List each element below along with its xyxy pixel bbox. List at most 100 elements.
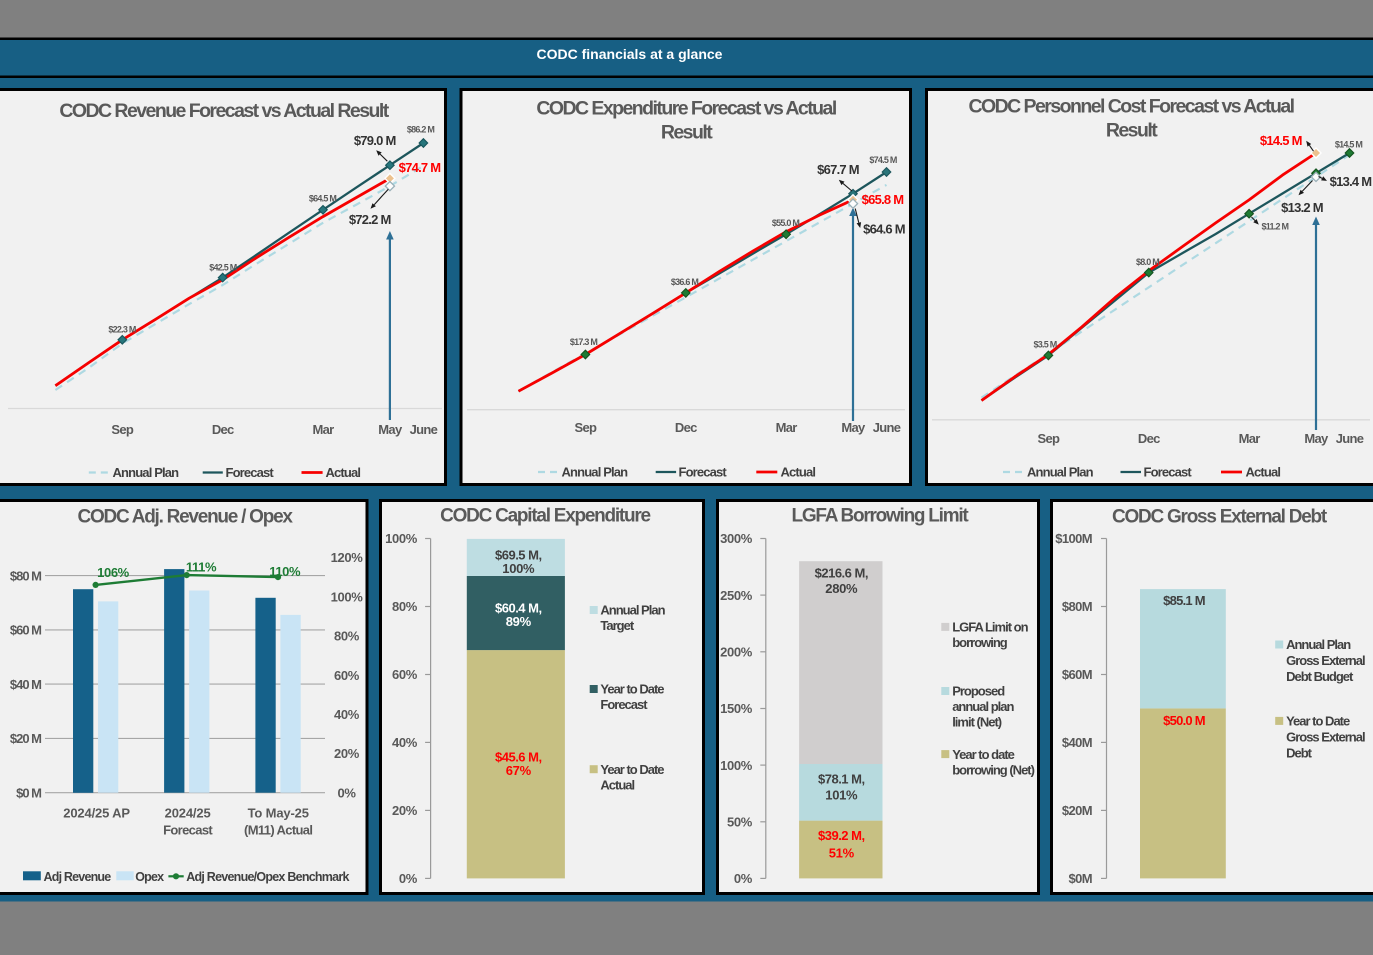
svg-text:$55.0 M: $55.0 M: [772, 218, 800, 228]
svg-text:$40 M: $40 M: [10, 677, 41, 692]
svg-text:$85.1 M: $85.1 M: [1163, 593, 1205, 608]
svg-text:CODC Expenditure Forecast vs A: CODC Expenditure Forecast vs Actual: [536, 98, 837, 120]
svg-text:100%: 100%: [502, 561, 535, 576]
svg-text:Gross External: Gross External: [1286, 653, 1365, 668]
svg-text:Target: Target: [600, 618, 634, 633]
svg-text:100%: 100%: [331, 589, 364, 604]
svg-text:$22.3 M: $22.3 M: [108, 325, 136, 335]
svg-text:$86.2 M: $86.2 M: [407, 125, 435, 135]
svg-text:$80 M: $80 M: [10, 568, 41, 583]
svg-text:Dec: Dec: [212, 422, 234, 437]
svg-text:$64.5 M: $64.5 M: [309, 194, 337, 204]
svg-text:(M11) Actual: (M11) Actual: [244, 823, 312, 838]
svg-text:$0 M: $0 M: [16, 785, 41, 800]
svg-text:CODC Revenue Forecast vs Actua: CODC Revenue Forecast vs Actual Result: [59, 100, 389, 122]
svg-text:0%: 0%: [734, 871, 753, 886]
svg-text:Year to Date: Year to Date: [1286, 714, 1350, 729]
svg-text:CODC financials at a glance: CODC financials at a glance: [537, 46, 723, 62]
svg-text:$80M: $80M: [1062, 599, 1092, 614]
svg-text:101%: 101%: [825, 787, 858, 802]
svg-text:Mar: Mar: [776, 420, 798, 435]
svg-text:LGFA Borrowing Limit: LGFA Borrowing Limit: [792, 505, 970, 526]
svg-text:Forecast: Forecast: [679, 465, 728, 480]
svg-text:$39.2 M,: $39.2 M,: [818, 828, 865, 843]
svg-text:$100M: $100M: [1055, 531, 1092, 546]
svg-text:$216.6 M,: $216.6 M,: [815, 566, 868, 581]
svg-text:June: June: [873, 420, 901, 435]
svg-text:$64.6 M: $64.6 M: [863, 221, 905, 236]
svg-text:120%: 120%: [331, 550, 364, 565]
svg-text:$0M: $0M: [1069, 871, 1093, 886]
svg-text:Gross External: Gross External: [1286, 730, 1365, 745]
svg-text:$45.6 M,: $45.6 M,: [495, 750, 542, 765]
svg-text:80%: 80%: [334, 629, 360, 644]
svg-text:106%: 106%: [97, 565, 129, 580]
svg-text:borrowing: borrowing: [952, 635, 1008, 650]
svg-text:annual plan: annual plan: [952, 699, 1014, 714]
svg-text:$60 M: $60 M: [10, 623, 41, 638]
svg-text:100%: 100%: [385, 531, 418, 546]
svg-text:Forecast: Forecast: [600, 697, 648, 712]
svg-text:$13.2 M: $13.2 M: [1281, 200, 1323, 215]
svg-text:June: June: [410, 422, 438, 437]
svg-text:Debt Budget: Debt Budget: [1286, 669, 1354, 684]
svg-text:60%: 60%: [334, 668, 360, 683]
svg-text:Year to Date: Year to Date: [600, 682, 664, 697]
svg-text:111%: 111%: [186, 560, 217, 575]
svg-text:$17.3 M: $17.3 M: [570, 337, 598, 347]
svg-text:$67.7 M: $67.7 M: [817, 162, 859, 177]
svg-text:limit (Net): limit (Net): [952, 714, 1002, 729]
svg-text:Sep: Sep: [111, 422, 134, 437]
svg-text:20%: 20%: [334, 746, 360, 761]
svg-text:May: May: [841, 420, 866, 435]
svg-text:LGFA Limit on: LGFA Limit on: [952, 620, 1028, 635]
svg-text:$13.4 M: $13.4 M: [1330, 174, 1372, 189]
svg-text:$72.2 M: $72.2 M: [349, 212, 391, 227]
svg-text:$60M: $60M: [1062, 667, 1092, 682]
svg-text:67%: 67%: [506, 763, 532, 778]
svg-text:May: May: [378, 422, 403, 437]
svg-text:Year to Date: Year to Date: [600, 762, 664, 777]
svg-text:250%: 250%: [720, 588, 753, 603]
svg-text:CODC Capital Expenditure: CODC Capital Expenditure: [440, 505, 650, 526]
svg-text:$74.5 M: $74.5 M: [869, 155, 897, 165]
svg-text:40%: 40%: [392, 735, 418, 750]
svg-text:$74.7 M: $74.7 M: [399, 160, 441, 175]
svg-text:Actual: Actual: [600, 778, 634, 793]
svg-text:Year to date: Year to date: [952, 747, 1014, 762]
svg-text:Annual Plan: Annual Plan: [1027, 465, 1094, 480]
svg-text:$20M: $20M: [1062, 803, 1092, 818]
svg-text:$40M: $40M: [1062, 735, 1092, 750]
svg-text:110%: 110%: [269, 564, 301, 579]
svg-text:Opex: Opex: [135, 870, 164, 884]
svg-text:50%: 50%: [727, 815, 753, 830]
svg-text:280%: 280%: [825, 581, 858, 596]
svg-text:Adj Revenue: Adj Revenue: [44, 870, 112, 884]
svg-text:80%: 80%: [392, 599, 418, 614]
svg-text:$14.5 M: $14.5 M: [1335, 140, 1363, 150]
svg-text:Mar: Mar: [312, 422, 334, 437]
svg-text:$42.5 M: $42.5 M: [209, 262, 237, 272]
svg-text:Result: Result: [661, 122, 713, 144]
svg-text:borrowing (Net): borrowing (Net): [952, 762, 1034, 777]
svg-text:Sep: Sep: [1038, 431, 1061, 446]
svg-text:Sep: Sep: [575, 420, 598, 435]
svg-text:Annual Plan: Annual Plan: [600, 603, 665, 618]
svg-text:$79.0 M: $79.0 M: [354, 133, 396, 148]
svg-text:May: May: [1304, 431, 1329, 446]
svg-text:60%: 60%: [392, 667, 418, 682]
svg-text:Annual Plan: Annual Plan: [1286, 637, 1351, 652]
svg-text:$11.2 M: $11.2 M: [1262, 221, 1289, 231]
svg-text:$20 M: $20 M: [10, 731, 41, 746]
svg-text:$65.8 M: $65.8 M: [862, 192, 904, 207]
svg-text:Annual Plan: Annual Plan: [113, 465, 180, 480]
svg-text:0%: 0%: [399, 871, 418, 886]
svg-text:Proposed: Proposed: [952, 684, 1005, 699]
svg-text:51%: 51%: [829, 845, 855, 860]
svg-text:CODC Adj. Revenue / Opex: CODC Adj. Revenue / Opex: [77, 507, 293, 528]
svg-text:Annual Plan: Annual Plan: [562, 465, 629, 480]
svg-text:Forecast: Forecast: [163, 823, 213, 838]
svg-text:Adj Revenue/Opex Benchmark: Adj Revenue/Opex Benchmark: [186, 870, 349, 884]
svg-text:200%: 200%: [720, 645, 753, 660]
svg-text:$3.5 M: $3.5 M: [1033, 340, 1056, 350]
